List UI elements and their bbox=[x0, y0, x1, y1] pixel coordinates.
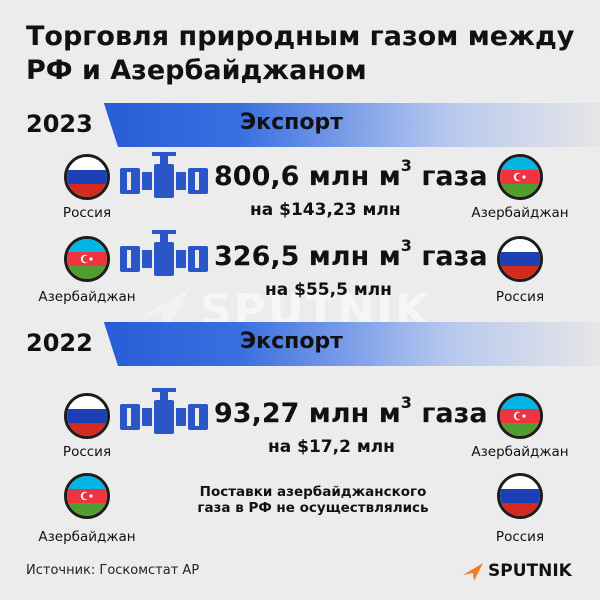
azerbaijan-flag-icon bbox=[64, 236, 110, 282]
sputnik-logo-icon bbox=[463, 563, 483, 581]
azerbaijan-flag-icon bbox=[497, 393, 543, 439]
source-note: Источник: Госкомстат АР bbox=[26, 563, 200, 578]
section-year: 2023 bbox=[26, 110, 93, 138]
gas-price: на $55,5 млн bbox=[265, 280, 392, 300]
pipeline-valve-icon bbox=[120, 388, 208, 434]
section-band-2022: 2022 Экспорт bbox=[0, 322, 600, 366]
azerbaijan-flag-icon bbox=[64, 473, 110, 519]
country-from: Азербайджан bbox=[38, 529, 136, 545]
section-year: 2022 bbox=[26, 329, 93, 357]
country-to: Россия bbox=[495, 529, 545, 545]
country-from: Россия bbox=[62, 205, 112, 221]
russia-flag-icon bbox=[64, 154, 110, 200]
gas-price: на $143,23 млн bbox=[250, 200, 401, 220]
section-label: Экспорт bbox=[240, 110, 343, 135]
gas-amount: 326,5 млн м3 газа bbox=[214, 236, 488, 272]
azerbaijan-flag-icon bbox=[497, 154, 543, 200]
country-from: Азербайджан bbox=[38, 289, 136, 305]
russia-flag-icon bbox=[64, 393, 110, 439]
gas-amount: 800,6 млн м3 газа bbox=[214, 156, 488, 192]
sputnik-watermark-icon bbox=[140, 288, 190, 333]
country-to: Азербайджан bbox=[471, 205, 569, 221]
page-title: Торговля природным газом между РФ и Азер… bbox=[26, 21, 575, 86]
section-band-2023: 2023 Экспорт bbox=[0, 103, 600, 147]
gas-amount: 93,27 млн м3 газа bbox=[214, 393, 488, 429]
russia-flag-icon bbox=[497, 236, 543, 282]
no-supply-note: Поставки азербайджанского газа в РФ не о… bbox=[197, 484, 429, 516]
russia-flag-icon bbox=[497, 473, 543, 519]
section-label: Экспорт bbox=[240, 329, 343, 354]
brand-logo: SPUTNIK bbox=[488, 561, 572, 581]
country-to: Азербайджан bbox=[471, 444, 569, 460]
pipeline-valve-icon bbox=[120, 152, 208, 198]
pipeline-valve-icon bbox=[120, 230, 208, 276]
country-from: Россия bbox=[62, 444, 112, 460]
country-to: Россия bbox=[495, 289, 545, 305]
gas-price: на $17,2 млн bbox=[268, 437, 395, 457]
